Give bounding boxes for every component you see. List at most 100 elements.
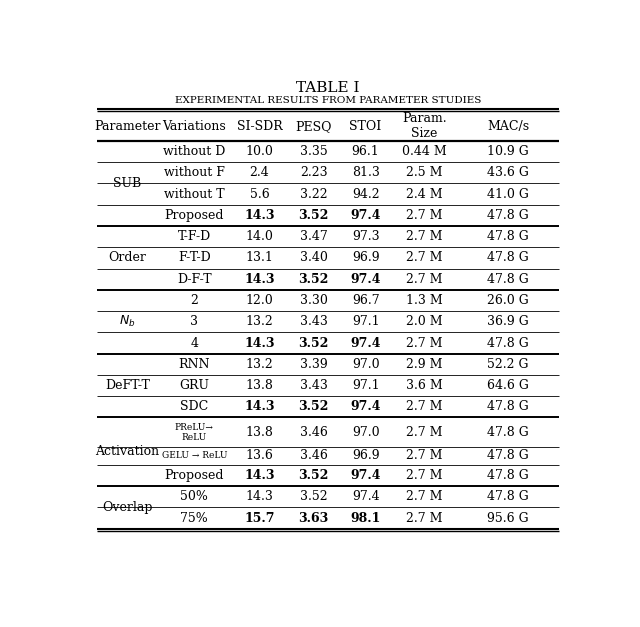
Text: 14.3: 14.3 [244, 209, 275, 222]
Text: 2.9 M: 2.9 M [406, 358, 443, 371]
Text: 2.7 M: 2.7 M [406, 251, 443, 265]
Text: 97.0: 97.0 [352, 358, 380, 371]
Text: Param.
Size: Param. Size [402, 112, 447, 140]
Text: 47.8 G: 47.8 G [487, 401, 529, 413]
Text: 47.8 G: 47.8 G [487, 337, 529, 349]
Text: 2.7 M: 2.7 M [406, 469, 443, 482]
Text: 96.9: 96.9 [352, 251, 380, 265]
Text: 2.7 M: 2.7 M [406, 450, 443, 463]
Text: 96.7: 96.7 [352, 294, 380, 307]
Text: 47.8 G: 47.8 G [487, 273, 529, 286]
Text: 12.0: 12.0 [246, 294, 273, 307]
Text: 2.7 M: 2.7 M [406, 337, 443, 349]
Text: 95.6 G: 95.6 G [488, 512, 529, 525]
Text: PReLU→
ReLU: PReLU→ ReLU [175, 423, 214, 442]
Text: 2.7 M: 2.7 M [406, 512, 443, 525]
Text: TABLE I: TABLE I [296, 82, 360, 95]
Text: Proposed: Proposed [164, 209, 224, 222]
Text: 3.35: 3.35 [300, 145, 328, 158]
Text: 47.8 G: 47.8 G [487, 230, 529, 243]
Text: DeFT-T: DeFT-T [105, 379, 150, 392]
Text: 10.9 G: 10.9 G [487, 145, 529, 158]
Text: 2.7 M: 2.7 M [406, 209, 443, 222]
Text: 97.4: 97.4 [350, 401, 381, 413]
Text: $N_b$: $N_b$ [119, 314, 136, 329]
Text: 1.3 M: 1.3 M [406, 294, 443, 307]
Text: T-F-D: T-F-D [178, 230, 211, 243]
Text: STOI: STOI [349, 120, 381, 133]
Text: SDC: SDC [180, 401, 209, 413]
Text: Order: Order [108, 251, 146, 265]
Text: 2: 2 [190, 294, 198, 307]
Text: 2.4: 2.4 [250, 166, 269, 179]
Text: 3.52: 3.52 [298, 337, 329, 349]
Text: 52.2 G: 52.2 G [488, 358, 529, 371]
Text: 47.8 G: 47.8 G [487, 469, 529, 482]
Text: 81.3: 81.3 [351, 166, 380, 179]
Text: 98.1: 98.1 [351, 512, 381, 525]
Text: 97.4: 97.4 [350, 469, 381, 482]
Text: 47.8 G: 47.8 G [487, 426, 529, 439]
Text: 47.8 G: 47.8 G [487, 490, 529, 503]
Text: 64.6 G: 64.6 G [487, 379, 529, 392]
Text: 3: 3 [190, 315, 198, 329]
Text: 97.4: 97.4 [352, 490, 380, 503]
Text: 3.52: 3.52 [298, 273, 329, 286]
Text: 13.8: 13.8 [246, 426, 273, 439]
Text: 2.4 M: 2.4 M [406, 187, 443, 201]
Text: 14.3: 14.3 [244, 401, 275, 413]
Text: 3.46: 3.46 [300, 426, 328, 439]
Text: without F: without F [164, 166, 225, 179]
Text: 3.22: 3.22 [300, 187, 328, 201]
Text: 2.7 M: 2.7 M [406, 490, 443, 503]
Text: 14.0: 14.0 [246, 230, 273, 243]
Text: 2.7 M: 2.7 M [406, 230, 443, 243]
Text: 41.0 G: 41.0 G [487, 187, 529, 201]
Text: 2.5 M: 2.5 M [406, 166, 443, 179]
Text: 3.30: 3.30 [300, 294, 328, 307]
Text: 15.7: 15.7 [244, 512, 275, 525]
Text: EXPERIMENTAL RESULTS FROM PARAMETER STUDIES: EXPERIMENTAL RESULTS FROM PARAMETER STUD… [175, 96, 481, 105]
Text: 96.9: 96.9 [352, 450, 380, 463]
Text: 3.52: 3.52 [300, 490, 328, 503]
Text: 2.23: 2.23 [300, 166, 328, 179]
Text: GRU: GRU [179, 379, 209, 392]
Text: D-F-T: D-F-T [177, 273, 212, 286]
Text: 5.6: 5.6 [250, 187, 269, 201]
Text: RNN: RNN [179, 358, 210, 371]
Text: 97.3: 97.3 [352, 230, 380, 243]
Text: 3.47: 3.47 [300, 230, 328, 243]
Text: Variations: Variations [163, 120, 226, 133]
Text: 3.43: 3.43 [300, 315, 328, 329]
Text: GELU → ReLU: GELU → ReLU [161, 451, 227, 460]
Text: 14.3: 14.3 [244, 273, 275, 286]
Text: 0.44 M: 0.44 M [402, 145, 447, 158]
Text: 75%: 75% [180, 512, 208, 525]
Text: 10.0: 10.0 [246, 145, 273, 158]
Text: 3.43: 3.43 [300, 379, 328, 392]
Text: without T: without T [164, 187, 225, 201]
Text: 2.0 M: 2.0 M [406, 315, 443, 329]
Text: 47.8 G: 47.8 G [487, 450, 529, 463]
Text: Proposed: Proposed [164, 469, 224, 482]
Text: 3.40: 3.40 [300, 251, 328, 265]
Text: 47.8 G: 47.8 G [487, 251, 529, 265]
Text: 97.0: 97.0 [352, 426, 380, 439]
Text: 14.3: 14.3 [246, 490, 273, 503]
Text: 36.9 G: 36.9 G [487, 315, 529, 329]
Text: 4: 4 [190, 337, 198, 349]
Text: 3.52: 3.52 [298, 469, 329, 482]
Text: SUB: SUB [113, 177, 141, 190]
Text: Parameter: Parameter [94, 120, 161, 133]
Text: F-T-D: F-T-D [178, 251, 211, 265]
Text: 96.1: 96.1 [352, 145, 380, 158]
Text: 94.2: 94.2 [352, 187, 380, 201]
Text: 3.46: 3.46 [300, 450, 328, 463]
Text: 3.52: 3.52 [298, 401, 329, 413]
Text: 97.1: 97.1 [352, 315, 380, 329]
Text: PESQ: PESQ [296, 120, 332, 133]
Text: 97.1: 97.1 [352, 379, 380, 392]
Text: 13.1: 13.1 [246, 251, 273, 265]
Text: 43.6 G: 43.6 G [487, 166, 529, 179]
Text: 3.39: 3.39 [300, 358, 328, 371]
